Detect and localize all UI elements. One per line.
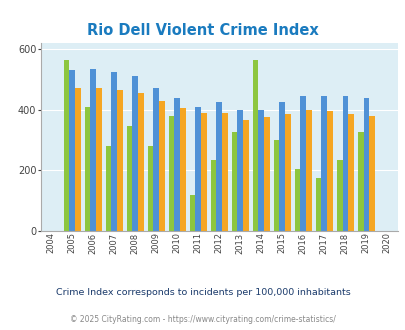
Bar (117, 90, 122, 231)
Bar (284, 114, 290, 231)
Bar (258, 110, 264, 231)
Bar (342, 96, 347, 231)
Text: Crime Index corresponds to incidents per 100,000 inhabitants: Crime Index corresponds to incidents per… (55, 287, 350, 297)
Bar (111, 72, 117, 231)
Bar (69, 70, 75, 231)
Bar (326, 111, 332, 231)
Bar (96, 88, 101, 231)
Bar (305, 110, 311, 231)
Bar (222, 113, 227, 231)
Bar (138, 93, 143, 231)
Bar (336, 160, 342, 231)
Bar (168, 116, 174, 231)
Bar (315, 178, 321, 231)
Bar (347, 114, 353, 231)
Bar (237, 110, 243, 231)
Bar (252, 60, 258, 231)
Bar (90, 69, 96, 231)
Bar (362, 97, 368, 231)
Bar (300, 96, 305, 231)
Bar (153, 88, 159, 231)
Bar (147, 146, 153, 231)
Bar (210, 160, 216, 231)
Bar (64, 60, 69, 231)
Bar (264, 117, 269, 231)
Bar (216, 102, 222, 231)
Bar (189, 195, 195, 231)
Bar (294, 169, 300, 231)
Text: Rio Dell Violent Crime Index: Rio Dell Violent Crime Index (87, 23, 318, 38)
Bar (195, 107, 200, 231)
Bar (159, 101, 164, 231)
Bar (243, 120, 248, 231)
Bar (368, 116, 374, 231)
Bar (84, 107, 90, 231)
Bar (132, 76, 138, 231)
Bar (179, 108, 185, 231)
Bar (75, 88, 81, 231)
Text: © 2025 CityRating.com - https://www.cityrating.com/crime-statistics/: © 2025 CityRating.com - https://www.city… (70, 315, 335, 324)
Bar (357, 132, 362, 231)
Bar (231, 132, 237, 231)
Bar (174, 97, 179, 231)
Bar (126, 126, 132, 231)
Bar (279, 102, 284, 231)
Bar (321, 96, 326, 231)
Bar (200, 113, 206, 231)
Bar (273, 140, 279, 231)
Bar (105, 146, 111, 231)
